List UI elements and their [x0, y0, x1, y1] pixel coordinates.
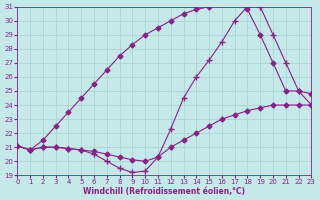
X-axis label: Windchill (Refroidissement éolien,°C): Windchill (Refroidissement éolien,°C): [84, 187, 245, 196]
